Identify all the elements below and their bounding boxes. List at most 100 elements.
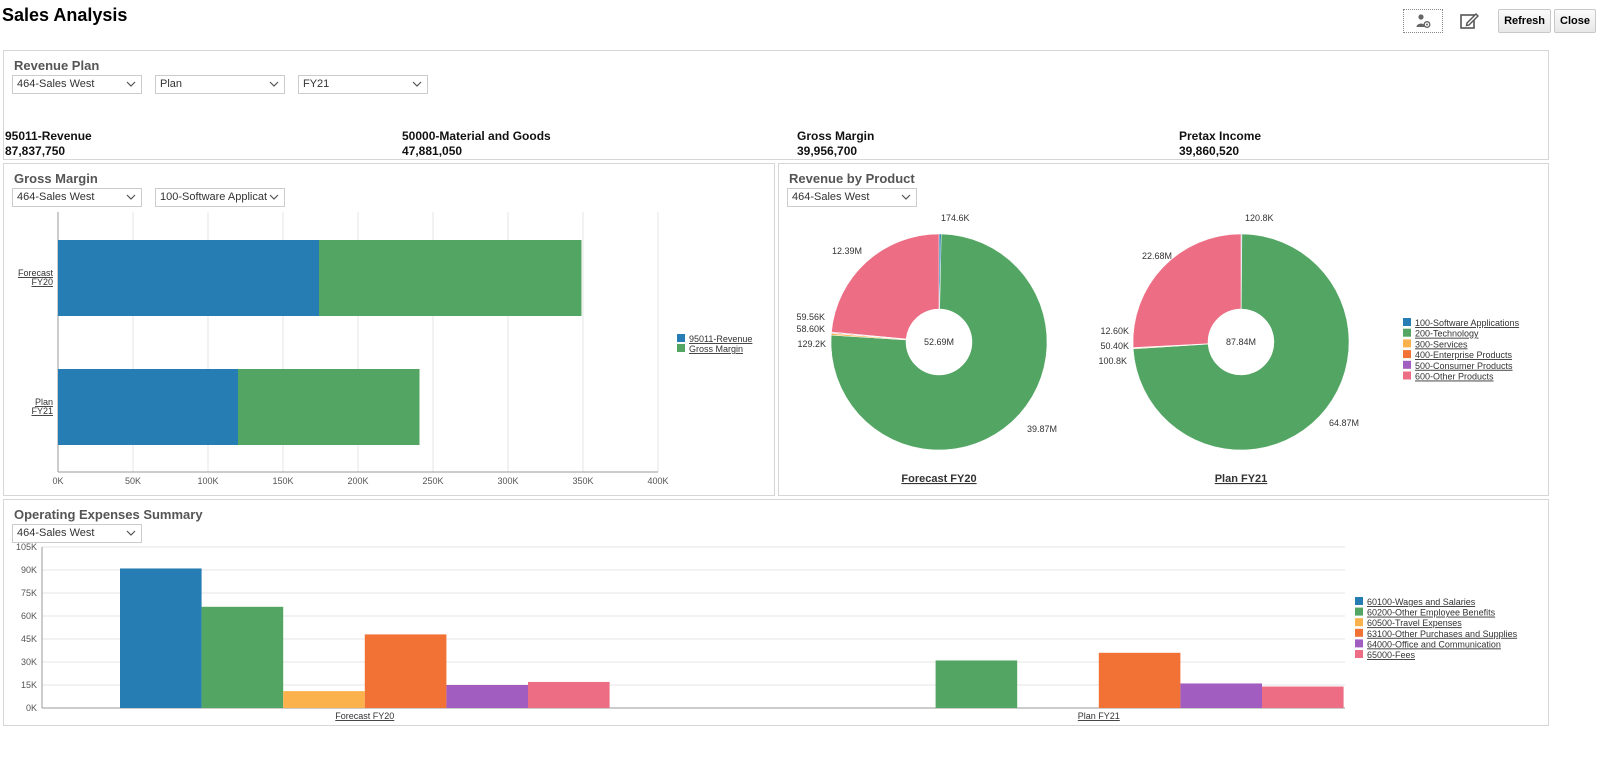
operating-expenses-panel: Operating Expenses Summary 464-Sales Wes… [3, 499, 1549, 726]
legend-label: 60500-Travel Expenses [1367, 618, 1462, 628]
pie-data-label: 22.68M [1142, 251, 1172, 261]
x-tick-label: 50K [125, 476, 141, 486]
bar-64000-office-and-communication [446, 685, 528, 708]
bar-gross-margin [238, 369, 420, 445]
legend-label: 600-Other Products [1415, 372, 1494, 382]
pie-data-label: 59.56K [796, 312, 825, 322]
revenue-plan-scenario-select[interactable]: Plan [155, 75, 285, 94]
legend-swatch [1403, 371, 1411, 380]
close-button[interactable]: Close [1554, 9, 1596, 33]
chevron-down-icon [412, 81, 422, 87]
x-tick-label: 200K [347, 476, 368, 486]
y-tick-label: 105K [16, 542, 37, 552]
refresh-button[interactable]: Refresh [1498, 9, 1552, 33]
revenue-by-product-title: Revenue by Product [789, 171, 915, 186]
legend-label: 400-Enterprise Products [1415, 350, 1513, 360]
pie-data-label: 100.8K [1098, 356, 1127, 366]
revenue-plan-panel: Revenue Plan 464-Sales West Plan FY21 95… [3, 50, 1549, 160]
x-tick-label: 400K [647, 476, 668, 486]
y-tick-label: 60K [21, 611, 37, 621]
donut-center-label: 52.69M [924, 337, 954, 347]
gross-margin-chart: 0K 50K 100K 150K 200K 250K 300K 350K 400K Forecas… [18, 212, 752, 486]
y-category-label: FY21 [31, 406, 53, 416]
donut-hole [1208, 309, 1274, 375]
chevron-down-icon [269, 81, 279, 87]
pie-title: Forecast FY20 [901, 473, 976, 485]
page-title: Sales Analysis [2, 5, 128, 25]
bar-63100-other-purchases-and-supplies [1098, 652, 1181, 708]
y-tick-label: 90K [21, 565, 37, 575]
pie-data-label: 50.40K [1100, 341, 1129, 351]
pie-data-label: 58.60K [796, 324, 825, 334]
pie-title: Plan FY21 [1215, 473, 1268, 485]
operating-expenses-unit-select[interactable]: 464-Sales West [12, 524, 142, 543]
chevron-down-icon [126, 194, 136, 200]
kpi-gross-margin: Gross Margin 39,956,700 [797, 129, 875, 158]
y-tick-label: 75K [21, 588, 37, 598]
legend-swatch [1403, 328, 1411, 337]
legend-label: 300-Services [1415, 339, 1468, 349]
revenue-plan-title: Revenue Plan [14, 58, 100, 73]
bar-95011-revenue [58, 369, 238, 445]
pie-data-label: 12.60K [1100, 326, 1129, 336]
kpi-material-goods: 50000-Material and Goods 47,881,050 [402, 129, 551, 158]
legend-swatch [1355, 618, 1363, 627]
x-category-label: Plan FY21 [1078, 711, 1120, 721]
legend-swatch [1355, 607, 1363, 616]
y-tick-label: 30K [21, 657, 37, 667]
legend-swatch [1355, 597, 1363, 605]
y-tick-label: 0K [26, 703, 37, 713]
legend-swatch [1355, 639, 1363, 648]
legend-swatch [1403, 350, 1411, 359]
x-category-label: Forecast FY20 [335, 711, 394, 721]
bar-95011-revenue [58, 240, 319, 316]
legend-swatch [1355, 650, 1363, 658]
pie-data-label: 174.6K [941, 213, 970, 223]
y-tick-label: 45K [21, 634, 37, 644]
bar-65000-fees [528, 681, 610, 708]
person-gear-icon[interactable] [1403, 9, 1444, 33]
bar-60200-other-employee-benefits [201, 606, 284, 708]
legend-label: 60200-Other Employee Benefits [1367, 608, 1496, 618]
pie-data-label: 120.8K [1245, 213, 1274, 223]
operating-expenses-chart: 0K 15K 30K 45K 60K 75K 90K 105K Forecast FY20 Pla… [16, 542, 1518, 721]
x-tick-label: 150K [272, 476, 293, 486]
gross-margin-title: Gross Margin [14, 171, 98, 186]
x-tick-label: 300K [497, 476, 518, 486]
revenue-by-product-chart: 174.6K 39.87M 129.2K 58.60K 59.56K 12.39M 52.6… [796, 213, 1520, 485]
pie-data-label: 129.2K [797, 339, 826, 349]
legend-label: 95011-Revenue [689, 334, 752, 344]
legend-label: 500-Consumer Products [1415, 361, 1513, 371]
revenue-plan-year-select[interactable]: FY21 [298, 75, 428, 94]
revenue-by-product-panel: Revenue by Product 464-Sales West 174.6K… [778, 163, 1549, 496]
legend-label: 100-Software Applications [1415, 318, 1520, 328]
chevron-down-icon [126, 530, 136, 536]
pie-data-label: 12.39M [832, 246, 862, 256]
bar-60200-other-employee-benefits [935, 660, 1018, 708]
y-category-label: FY20 [31, 277, 53, 287]
revenue-by-product-unit-select[interactable]: 464-Sales West [787, 188, 917, 207]
legend-swatch [1403, 339, 1411, 348]
gross-margin-product-select[interactable]: 100-Software Applicat [155, 188, 285, 207]
legend-swatch [1403, 360, 1411, 369]
bar-65000-fees [1262, 686, 1344, 708]
bar-gross-margin [319, 240, 582, 316]
edit-icon[interactable] [1449, 9, 1489, 33]
y-category-label: Forecast [18, 268, 54, 278]
bar-60100-wages-and-salaries [120, 568, 202, 708]
legend-label: 63100-Other Purchases and Supplies [1367, 629, 1518, 639]
x-tick-label: 0K [52, 476, 63, 486]
bar-63100-other-purchases-and-supplies [364, 634, 447, 708]
legend-swatch [1355, 628, 1363, 637]
legend-label: 60100-Wages and Salaries [1367, 597, 1476, 607]
donut-center-label: 87.84M [1226, 337, 1256, 347]
revenue-plan-unit-select[interactable]: 464-Sales West [12, 75, 142, 94]
x-tick-label: 350K [572, 476, 593, 486]
y-tick-label: 15K [21, 680, 37, 690]
legend-label: 65000-Fees [1367, 650, 1416, 660]
y-category-label: Plan [35, 397, 53, 407]
legend-swatch [677, 334, 685, 342]
operating-expenses-title: Operating Expenses Summary [14, 507, 203, 522]
kpi-pretax-income: Pretax Income 39,860,520 [1179, 129, 1262, 158]
gross-margin-unit-select[interactable]: 464-Sales West [12, 188, 142, 207]
